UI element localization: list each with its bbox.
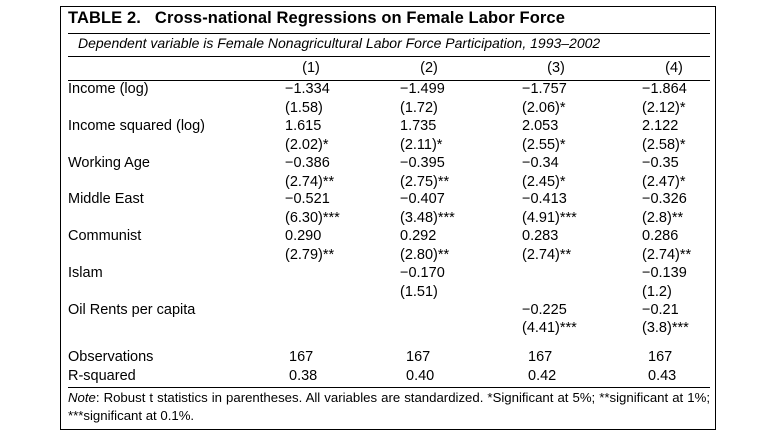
coef-cell: −1.864 xyxy=(642,81,687,97)
coef-cell: −0.386 xyxy=(285,155,330,171)
coef-cell: 2.122 xyxy=(642,118,679,134)
coef-cell: −1.757 xyxy=(522,81,567,97)
tstat-cell: (2.02)* xyxy=(285,137,329,153)
table-number: TABLE 2. xyxy=(68,9,141,27)
row-label-middle-east: Middle East xyxy=(68,191,144,207)
tstat-cell: (2.11)* xyxy=(400,137,443,153)
tstat-cell: (4.91)*** xyxy=(522,210,577,226)
tstat-cell: (3.8)*** xyxy=(642,320,689,336)
tstat-cell: (2.06)* xyxy=(522,100,566,116)
r-squared-cell: 0.42 xyxy=(528,368,557,384)
coef-cell: −0.34 xyxy=(522,155,559,171)
tstat-cell: (1.51) xyxy=(400,284,438,300)
tstat-cell: (2.12)* xyxy=(642,100,686,116)
row-label-observations: Observations xyxy=(68,349,154,365)
coef-cell: 0.290 xyxy=(285,228,322,244)
coef-cell: −0.407 xyxy=(400,191,445,207)
r-squared-cell: 0.43 xyxy=(648,368,677,384)
note-rule xyxy=(68,387,710,388)
tstat-cell: (3.48)*** xyxy=(400,210,455,226)
tstat-cell: (2.58)* xyxy=(642,137,686,153)
coef-cell: −0.395 xyxy=(400,155,445,171)
coef-cell: −0.35 xyxy=(642,155,679,171)
header-rule xyxy=(68,80,710,81)
tstat-cell: (2.75)** xyxy=(400,174,450,190)
table-frame xyxy=(60,6,716,430)
observations-cell: 167 xyxy=(289,349,314,365)
coef-cell: −1.499 xyxy=(400,81,445,97)
row-label-r-squared: R-squared xyxy=(68,368,136,384)
coef-cell: −0.521 xyxy=(285,191,330,207)
tstat-cell: (1.58) xyxy=(285,100,323,116)
r-squared-cell: 0.38 xyxy=(289,368,318,384)
column-header-1: (1) xyxy=(302,60,320,76)
tstat-cell: (1.72) xyxy=(400,100,438,116)
tstat-cell: (2.55)* xyxy=(522,137,566,153)
observations-cell: 167 xyxy=(528,349,553,365)
tstat-cell: (1.2) xyxy=(642,284,672,300)
tstat-cell: (2.74)** xyxy=(642,247,692,263)
title-rule xyxy=(68,33,710,34)
column-header-3: (3) xyxy=(547,60,565,76)
note-prefix: Note xyxy=(68,390,96,405)
note-text: : Robust t statistics in parentheses. Al… xyxy=(68,390,710,423)
coef-cell: 0.283 xyxy=(522,228,559,244)
observations-cell: 167 xyxy=(648,349,673,365)
coef-cell: −0.413 xyxy=(522,191,567,207)
coef-cell: −0.21 xyxy=(642,302,679,318)
subtitle-rule xyxy=(68,56,710,57)
coef-cell: 0.292 xyxy=(400,228,437,244)
table-subtitle: Dependent variable is Female Nonagricult… xyxy=(78,35,601,51)
coef-cell: −0.326 xyxy=(642,191,687,207)
table-title-text: Cross-national Regressions on Female Lab… xyxy=(154,9,565,27)
coef-cell: −0.170 xyxy=(400,265,445,281)
tstat-cell: (2.8)** xyxy=(642,210,684,226)
coef-cell: 1.615 xyxy=(285,118,322,134)
row-label-working-age: Working Age xyxy=(68,155,150,171)
row-label-income-squared: Income squared (log) xyxy=(68,118,206,134)
coef-cell: −0.139 xyxy=(642,265,687,281)
row-label-communist: Communist xyxy=(68,228,142,244)
table-title: TABLE 2. Cross-national Regressions on Fe… xyxy=(68,9,565,28)
row-label-income: Income (log) xyxy=(68,81,149,97)
tstat-cell: (2.80)** xyxy=(400,247,450,263)
coef-cell: 0.286 xyxy=(642,228,679,244)
table-note: Note: Robust t statistics in parentheses… xyxy=(68,389,710,425)
coef-cell: −0.225 xyxy=(522,302,567,318)
coef-cell: 1.735 xyxy=(400,118,437,134)
tstat-cell: (2.74)** xyxy=(285,174,335,190)
column-header-2: (2) xyxy=(420,60,438,76)
column-header-4: (4) xyxy=(665,60,683,76)
r-squared-cell: 0.40 xyxy=(406,368,435,384)
tstat-cell: (6.30)*** xyxy=(285,210,340,226)
tstat-cell: (2.74)** xyxy=(522,247,572,263)
row-label-oil-rents: Oil Rents per capita xyxy=(68,302,196,318)
coef-cell: −1.334 xyxy=(285,81,330,97)
coef-cell: 2.053 xyxy=(522,118,559,134)
tstat-cell: (2.45)* xyxy=(522,174,566,190)
tstat-cell: (2.47)* xyxy=(642,174,686,190)
tstat-cell: (2.79)** xyxy=(285,247,335,263)
tstat-cell: (4.41)*** xyxy=(522,320,577,336)
observations-cell: 167 xyxy=(406,349,431,365)
row-label-islam: Islam xyxy=(68,265,103,281)
